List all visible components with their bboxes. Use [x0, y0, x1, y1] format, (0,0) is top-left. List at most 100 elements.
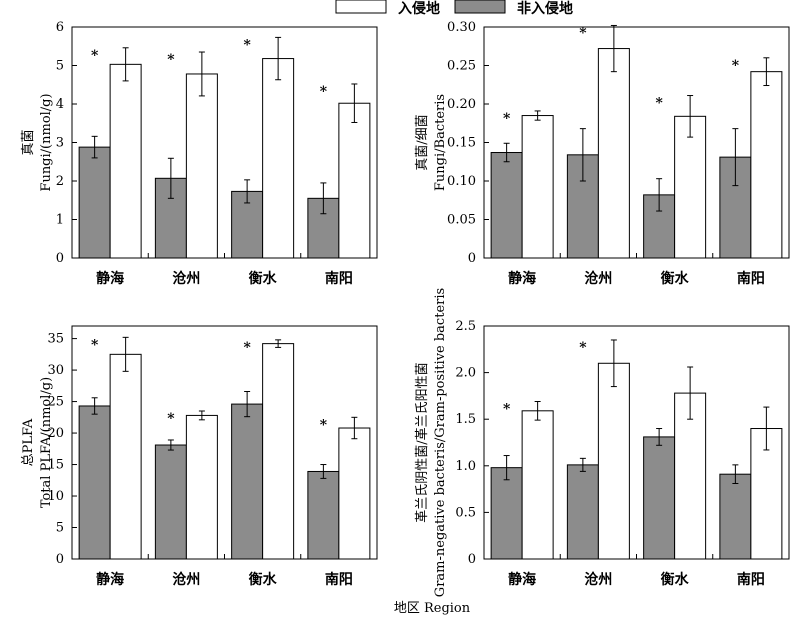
significance-marker: *: [503, 111, 511, 127]
y-tick-label: 0: [468, 552, 476, 567]
x-category-label: 沧州: [584, 270, 612, 287]
bar-invaded: [109, 353, 142, 560]
bar-invaded: [597, 48, 630, 259]
bar-non_invaded: [231, 403, 264, 560]
bar-non_invaded: [719, 473, 752, 560]
significance-marker: *: [655, 96, 663, 112]
y-tick-label: 2.5: [455, 319, 476, 334]
bar-invaded: [674, 115, 707, 259]
chart-panel-3: 0 5 10 15 20 25 30 35 总PLFA Total PLFA/(nmol/g) * 静…: [21, 325, 378, 588]
y-tick-label: 0.15: [447, 136, 476, 151]
significance-marker: *: [167, 411, 175, 427]
y-tick-label: 0.5: [455, 505, 476, 520]
y-tick-label: 5: [56, 59, 64, 74]
significance-marker: *: [320, 84, 328, 100]
bar-non_invaded: [78, 405, 111, 560]
y-axis-label: Gram-negative bacteris/Gram-positive bac…: [433, 288, 448, 597]
y-tick-label: 6: [56, 20, 64, 35]
significance-marker: *: [732, 58, 740, 74]
bar-invaded: [597, 362, 630, 560]
y-axis-label: 真菌/细菌: [415, 114, 430, 170]
y-tick-label: 0: [468, 251, 476, 266]
bar-non_invaded: [307, 470, 340, 560]
x-category-label: 南阳: [737, 270, 765, 287]
y-axis-label: 真菌: [21, 129, 36, 155]
x-category-label: 衡水: [661, 270, 690, 287]
bar-invaded: [338, 427, 371, 560]
y-tick-label: 0.25: [447, 59, 476, 74]
x-category-label: 静海: [508, 270, 536, 287]
bar-non_invaded: [490, 467, 523, 560]
y-tick-label: 10: [47, 489, 64, 504]
y-tick-label: 30: [47, 363, 64, 378]
bar-non_invaded: [490, 152, 523, 259]
y-axis-label: 总PLFA: [21, 418, 36, 466]
y-axis-label: Fungi/(nmol/g): [39, 93, 54, 191]
y-tick-label: 0: [56, 251, 64, 266]
legend: 入侵地 非入侵地: [335, 0, 573, 17]
significance-marker: *: [503, 401, 511, 417]
x-category-label: 衡水: [661, 571, 690, 588]
x-category-label: 静海: [96, 270, 124, 287]
y-tick-label: 2.0: [455, 366, 476, 381]
x-category-label: 南阳: [325, 571, 353, 588]
y-tick-label: 25: [47, 395, 64, 410]
y-axis-label: 革兰氏阴性菌/革兰氏阳性菌: [415, 362, 430, 522]
significance-marker: *: [243, 37, 251, 53]
bar-non_invaded: [78, 146, 111, 259]
y-tick-label: 4: [56, 97, 64, 112]
significance-marker: *: [243, 340, 251, 356]
y-tick-label: 2: [56, 174, 64, 189]
bar-invaded: [521, 115, 554, 259]
x-category-label: 静海: [96, 571, 124, 588]
chart-panel-2: 0 0.05 0.10 0.15 0.20 0.25 0.30 真菌/细菌 Fungi/Bact…: [415, 20, 790, 287]
significance-marker: *: [320, 417, 328, 433]
y-axis-label: Fungi/Bacteris: [433, 94, 448, 191]
bar-invaded: [338, 102, 371, 259]
significance-marker: *: [579, 340, 587, 356]
y-tick-label: 1: [56, 213, 64, 228]
x-category-label: 静海: [508, 571, 536, 588]
y-tick-label: 0.20: [447, 97, 476, 112]
x-category-label: 沧州: [172, 270, 200, 287]
significance-marker: *: [167, 52, 175, 68]
y-tick-label: 0: [56, 552, 64, 567]
legend-swatch-non-invaded: [454, 0, 506, 14]
y-tick-label: 35: [47, 332, 64, 347]
legend-swatch-invaded: [335, 0, 387, 14]
bar-non_invaded: [154, 444, 187, 560]
bar-invaded: [109, 63, 142, 259]
legend-label-non-invaded: 非入侵地: [517, 0, 573, 17]
bar-invaded: [185, 73, 218, 259]
y-axis-label: Total PLFA/(nmol/g): [39, 377, 54, 508]
bar-invaded: [262, 58, 295, 259]
significance-marker: *: [579, 25, 587, 41]
x-category-label: 沧州: [584, 571, 612, 588]
bar-non_invaded: [566, 464, 599, 560]
legend-label-invaded: 入侵地: [398, 0, 440, 17]
significance-marker: *: [91, 337, 99, 353]
y-tick-label: 1.5: [455, 412, 476, 427]
bar-invaded: [521, 410, 554, 560]
y-tick-label: 0.10: [447, 174, 476, 189]
bar-non_invaded: [643, 436, 676, 560]
bar-invaded: [262, 343, 295, 560]
x-category-label: 南阳: [737, 571, 765, 588]
y-tick-label: 0.05: [447, 213, 476, 228]
panels: 0 1 2 3 4 5 6 真菌 Fungi/(nmol/g) * 静海 * 沧州 * 衡水 * 南阳 0 0.05…: [21, 20, 790, 597]
bar-invaded: [750, 71, 783, 259]
significance-marker: *: [91, 48, 99, 64]
y-tick-label: 15: [47, 458, 64, 473]
x-category-label: 沧州: [172, 571, 200, 588]
chart-panel-4: 0 0.5 1.0 1.5 2.0 2.5 革兰氏阴性菌/革兰氏阳性菌 Gram-negati…: [415, 288, 790, 597]
y-tick-label: 5: [56, 521, 64, 536]
x-axis-label: 地区 Region: [394, 601, 471, 616]
y-tick-label: 0.30: [447, 20, 476, 35]
y-tick-label: 1.0: [455, 459, 476, 474]
bar-invaded: [185, 414, 218, 560]
y-tick-label: 3: [56, 136, 64, 151]
bar-invaded: [674, 392, 707, 560]
x-category-label: 衡水: [249, 571, 278, 588]
